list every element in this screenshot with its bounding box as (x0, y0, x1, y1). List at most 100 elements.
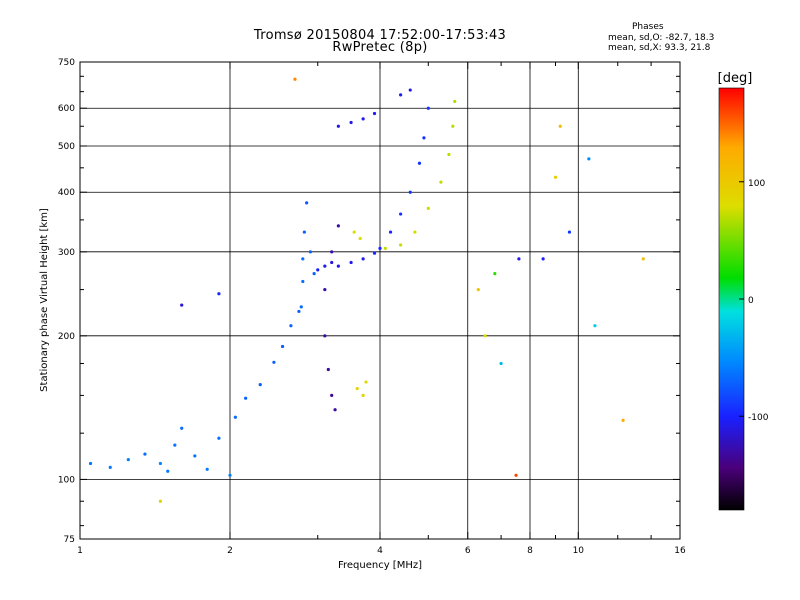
colorbar-tick-label: -100 (748, 413, 769, 423)
data-point (108, 465, 112, 469)
data-point (173, 443, 177, 447)
data-point (358, 236, 362, 241)
data-point (388, 230, 393, 234)
y-axis-label: Stationary phase Virtual Height [km] (39, 208, 50, 392)
data-point (383, 246, 387, 250)
x-tick-label: 8 (527, 546, 533, 556)
data-point (378, 246, 382, 250)
phases-x-stats: mean, sd,X: 93.3, 21.8 (608, 43, 711, 53)
data-point (493, 272, 497, 276)
data-point (451, 124, 455, 128)
x-tick-label: 1 (77, 546, 83, 556)
y-tick-label: 200 (58, 332, 75, 342)
x-tick-label: 2 (227, 546, 233, 556)
colorbar-tick-label: 0 (748, 296, 754, 306)
data-point (244, 396, 248, 400)
data-point (126, 458, 130, 462)
data-point (143, 452, 147, 456)
data-point (323, 264, 327, 268)
data-point (641, 257, 645, 261)
axis-ticks: 1 2 4 6 8 10 16 75 100 200 300 400 500 600 750 (58, 58, 686, 556)
data-point (305, 201, 309, 205)
data-point (228, 473, 232, 477)
data-point (408, 88, 412, 92)
data-point (422, 136, 426, 140)
data-point (326, 367, 330, 372)
data-point (349, 120, 353, 125)
y-tick-label: 75 (64, 535, 75, 545)
chart-subtitle: RwPretec (8p) (332, 40, 428, 55)
y-tick-label: 300 (58, 248, 75, 258)
data-point (587, 157, 591, 161)
colorbar-tick-label: 100 (748, 179, 765, 189)
phases-o-stats: mean, sd,O: -82.7, 18.3 (608, 33, 715, 43)
data-point (205, 467, 209, 471)
data-point (301, 257, 305, 261)
data-point (323, 287, 327, 292)
y-tick-label: 600 (58, 104, 75, 114)
data-point (399, 212, 403, 216)
x-axis-label: Frequency [MHz] (338, 560, 422, 571)
x-tick-label: 4 (377, 546, 383, 556)
chart-title: Tromsø 20150804 17:52:00-17:53:43 (253, 28, 507, 43)
data-point (426, 106, 430, 110)
data-point (349, 260, 353, 265)
data-point (483, 334, 487, 338)
data-point (364, 380, 368, 384)
data-point (88, 461, 93, 466)
y-tick-label: 500 (58, 142, 75, 152)
data-point (166, 469, 170, 473)
data-point (517, 257, 521, 261)
data-point (158, 461, 163, 466)
data-point (330, 260, 334, 265)
data-point (323, 334, 327, 338)
data-point (217, 436, 221, 440)
data-point (297, 309, 301, 314)
colorbar-unit-label: [deg] (718, 71, 753, 86)
data-point (447, 152, 451, 157)
data-point (336, 224, 340, 228)
data-point (514, 473, 518, 477)
data-point (399, 243, 403, 247)
data-point (355, 387, 359, 391)
data-point (333, 408, 337, 412)
data-point (330, 250, 334, 254)
data-point (426, 206, 430, 210)
data-point (299, 305, 303, 309)
data-point (417, 161, 422, 165)
data-point (352, 230, 356, 234)
data-point (336, 264, 340, 268)
data-point (558, 124, 562, 128)
data-point (499, 361, 503, 366)
x-tick-label: 6 (465, 546, 471, 556)
data-point (180, 426, 184, 430)
data-point (372, 251, 377, 255)
data-point (289, 324, 293, 328)
data-point (217, 292, 221, 296)
data-point (361, 393, 365, 398)
data-point (553, 175, 558, 179)
colorbar-ticks: 100 0 -100 (739, 179, 769, 423)
x-tick-label: 16 (674, 546, 686, 556)
data-point (272, 360, 276, 364)
data-point (413, 230, 417, 234)
data-point (280, 344, 285, 349)
data-point (372, 111, 377, 116)
data-point (567, 230, 572, 234)
y-tick-label: 100 (58, 475, 75, 485)
data-point (180, 303, 184, 307)
y-tick-label: 750 (58, 58, 75, 68)
data-point (593, 324, 597, 328)
data-point (293, 77, 297, 81)
data-point (361, 117, 365, 121)
data-point (408, 190, 412, 194)
data-point (439, 180, 443, 184)
data-point (453, 99, 457, 104)
data-point (621, 418, 625, 422)
grid (80, 62, 680, 539)
data-point (302, 230, 306, 234)
data-point (541, 257, 545, 261)
data-points (88, 77, 645, 503)
data-point (258, 383, 262, 387)
